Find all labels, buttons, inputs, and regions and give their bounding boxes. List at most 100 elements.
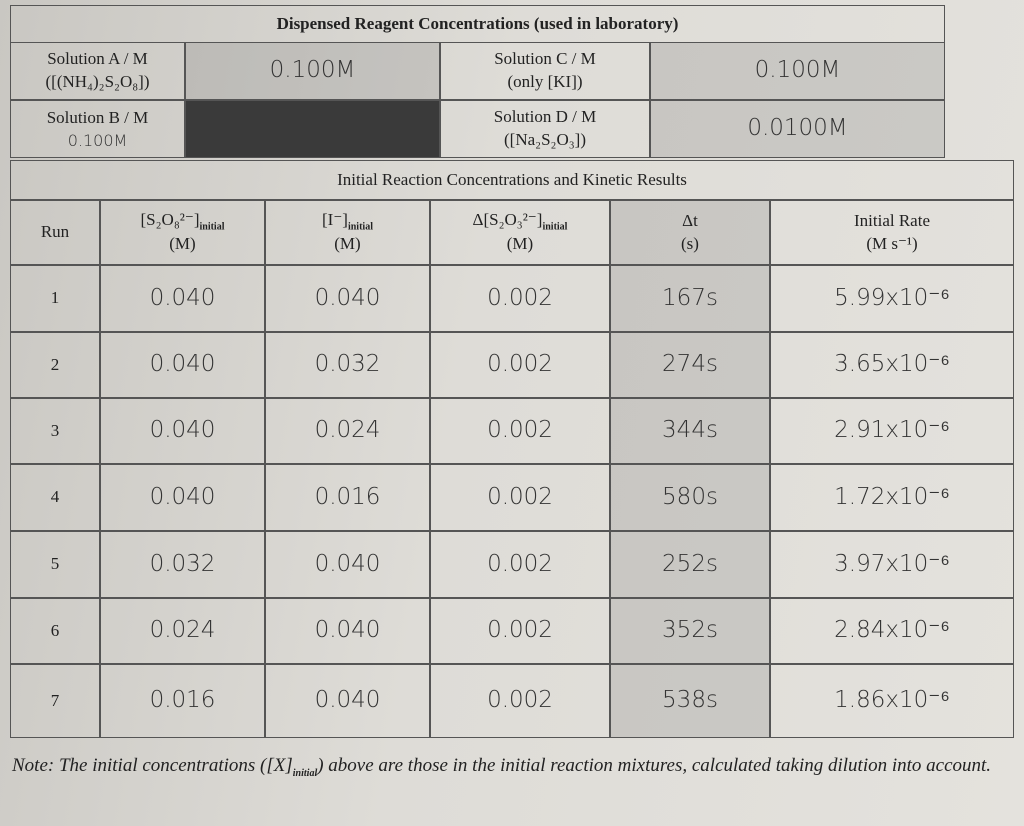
data-cell: 352s (610, 598, 770, 664)
solution-value: 0.0100M (650, 100, 945, 158)
header-unit: (M) (169, 234, 196, 254)
data-cell: 167s (610, 265, 770, 332)
handwritten-value: 0.0100M (747, 115, 848, 142)
run-number: 5 (50, 554, 60, 574)
handwritten-value: 0.002 (487, 687, 553, 714)
handwritten-value: 0.002 (487, 483, 553, 510)
handwritten-value: 252s (662, 550, 718, 577)
data-cell: 0.040 (100, 332, 265, 398)
header-line: Initial Rate (854, 210, 930, 233)
handwritten-value: 352s (662, 617, 718, 644)
handwritten-value: 1.72x10⁻⁶ (834, 483, 950, 510)
solution-label: Solution A / M ([(NH₄)₂S₂O₈]) (10, 42, 185, 100)
handwritten-value: 0.002 (487, 284, 553, 311)
handwritten-value: 0.002 (487, 417, 553, 444)
solution-value: 0.100M (185, 42, 440, 100)
handwritten-value: 0.040 (314, 284, 381, 311)
data-cell: 0.040 (265, 531, 430, 598)
handwritten-value: 0.100M (754, 57, 841, 84)
handwritten-value: 0.040 (149, 483, 216, 510)
data-cell: 0.032 (100, 531, 265, 598)
note-after: ) above are those in the initial reactio… (317, 755, 992, 776)
data-cell: 2.84x10⁻⁶ (770, 598, 1014, 664)
data-cell: 0.040 (265, 265, 430, 332)
data-cell: 0.032 (265, 332, 430, 398)
run-cell: 7 (10, 664, 100, 738)
data-cell: 0.040 (100, 265, 265, 332)
handwritten-value: 580s (662, 483, 718, 510)
handwritten-value: 0.024 (149, 617, 216, 644)
handwritten-value: 538s (662, 687, 718, 714)
note: Note: The initial concentrations ([X]ini… (12, 752, 1012, 781)
header-unit: (M s⁻¹) (866, 233, 918, 253)
data-cell: 0.002 (430, 531, 610, 598)
data-cell: 0.040 (265, 664, 430, 738)
header-line: [I⁻]initial (322, 209, 373, 234)
data-cell: 1.72x10⁻⁶ (770, 464, 1014, 531)
label-text: Solution B / M (46, 107, 149, 127)
handwritten-value: 0.016 (314, 483, 381, 510)
handwritten-value: 0.016 (149, 687, 216, 714)
data-cell: 5.99x10⁻⁶ (770, 265, 1014, 332)
data-cell: 1.86x10⁻⁶ (770, 664, 1014, 738)
note-sub: initial (292, 767, 318, 779)
data-cell: 0.016 (265, 464, 430, 531)
handwritten-value: 1.86x10⁻⁶ (834, 687, 950, 714)
header-main: [I⁻] (322, 209, 348, 229)
run-number: 4 (50, 487, 60, 507)
header-main: Run (40, 222, 70, 242)
header-main: Δ[S₂O₃²⁻] (472, 209, 543, 229)
run-number: 3 (50, 420, 60, 440)
label-text: Solution A / M (47, 49, 148, 69)
data-cell: 0.002 (430, 598, 610, 664)
handwritten-value: 167s (662, 284, 718, 311)
data-cell: 0.016 (100, 664, 265, 738)
run-cell: 4 (10, 464, 100, 531)
header-sub: initial (347, 220, 373, 232)
header-main: Initial Rate (853, 210, 930, 230)
handwritten-value: 2.84x10⁻⁶ (834, 617, 950, 644)
handwritten-value: 0.002 (487, 550, 553, 577)
handwritten-value: 0.040 (149, 351, 216, 378)
formula-text: ([(NH₄)₂S₂O₈]) (45, 72, 150, 91)
data-cell: 3.65x10⁻⁶ (770, 332, 1014, 398)
data-cell: 0.040 (100, 398, 265, 464)
data-cell: 580s (610, 464, 770, 531)
handwritten-value: 0.040 (314, 687, 381, 714)
handwritten-value: 0.100M (269, 57, 356, 84)
solution-label: Solution B / M 0.100M (10, 100, 185, 158)
solution-value: 0.100M (650, 42, 945, 100)
data-cell: 0.040 (265, 598, 430, 664)
run-cell: 2 (10, 332, 100, 398)
data-cell: 2.91x10⁻⁶ (770, 398, 1014, 464)
solution-label: Solution C / M (only [KI]) (440, 42, 650, 100)
data-cell: 0.040 (100, 464, 265, 531)
run-number: 1 (50, 288, 60, 308)
data-cell: 0.024 (100, 598, 265, 664)
column-header: Δt (s) (610, 200, 770, 265)
handwritten-value: 344s (662, 417, 718, 444)
column-header: [S₂O₈²⁻]initial (M) (100, 200, 265, 265)
run-cell: 1 (10, 265, 100, 332)
data-cell: 538s (610, 664, 770, 738)
header-line: Δ[S₂O₃²⁻]initial (473, 209, 568, 234)
results-title: Initial Reaction Concentrations and Kine… (10, 160, 1014, 200)
title-text: Dispensed Reagent Concentrations (used i… (276, 13, 679, 33)
handwritten-value: 0.040 (149, 284, 216, 311)
run-number: 2 (50, 354, 60, 374)
solution-label: Solution D / M ([Na₂S₂O₃]) (440, 100, 650, 158)
handwritten-value: 0.002 (487, 351, 553, 378)
handwritten-value: 274s (662, 351, 718, 378)
header-unit: (s) (681, 233, 699, 253)
formula-text: (only [KI]) (507, 72, 583, 91)
run-number: 6 (50, 620, 60, 640)
header-sub: initial (542, 220, 568, 232)
data-cell: 0.002 (430, 664, 610, 738)
handwritten-value: 0.032 (314, 351, 381, 378)
data-cell: 0.002 (430, 398, 610, 464)
handwritten-value: 0.024 (314, 417, 381, 444)
note-before: Note: The initial concentrations ([X] (12, 755, 293, 776)
header-main: [S₂O₈²⁻] (140, 209, 200, 229)
data-cell: 344s (610, 398, 770, 464)
